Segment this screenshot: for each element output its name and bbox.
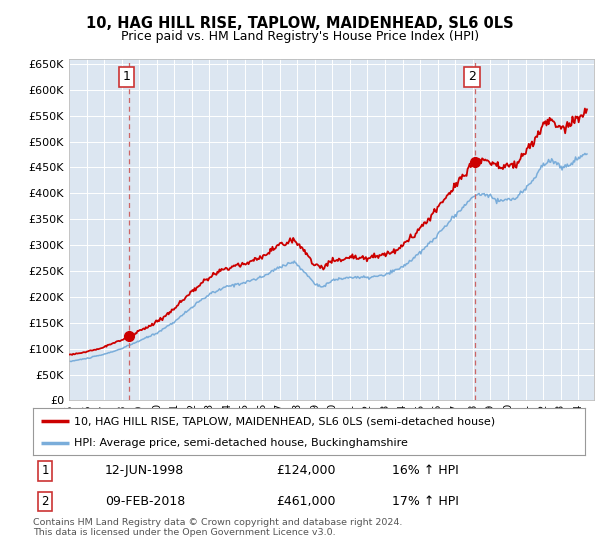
Text: £461,000: £461,000 — [276, 495, 335, 508]
Text: 12-JUN-1998: 12-JUN-1998 — [105, 464, 184, 477]
Text: 2: 2 — [468, 71, 476, 83]
Text: 10, HAG HILL RISE, TAPLOW, MAIDENHEAD, SL6 0LS (semi-detached house): 10, HAG HILL RISE, TAPLOW, MAIDENHEAD, S… — [74, 416, 496, 426]
Text: 1: 1 — [123, 71, 131, 83]
Text: 1: 1 — [41, 464, 49, 477]
Text: Contains HM Land Registry data © Crown copyright and database right 2024.
This d: Contains HM Land Registry data © Crown c… — [33, 518, 403, 538]
Text: 16% ↑ HPI: 16% ↑ HPI — [392, 464, 458, 477]
Text: HPI: Average price, semi-detached house, Buckinghamshire: HPI: Average price, semi-detached house,… — [74, 438, 408, 448]
Text: £124,000: £124,000 — [276, 464, 335, 477]
Text: 10, HAG HILL RISE, TAPLOW, MAIDENHEAD, SL6 0LS: 10, HAG HILL RISE, TAPLOW, MAIDENHEAD, S… — [86, 16, 514, 31]
Text: Price paid vs. HM Land Registry's House Price Index (HPI): Price paid vs. HM Land Registry's House … — [121, 30, 479, 43]
Text: 17% ↑ HPI: 17% ↑ HPI — [392, 495, 458, 508]
Text: 2: 2 — [41, 495, 49, 508]
Text: 09-FEB-2018: 09-FEB-2018 — [105, 495, 185, 508]
